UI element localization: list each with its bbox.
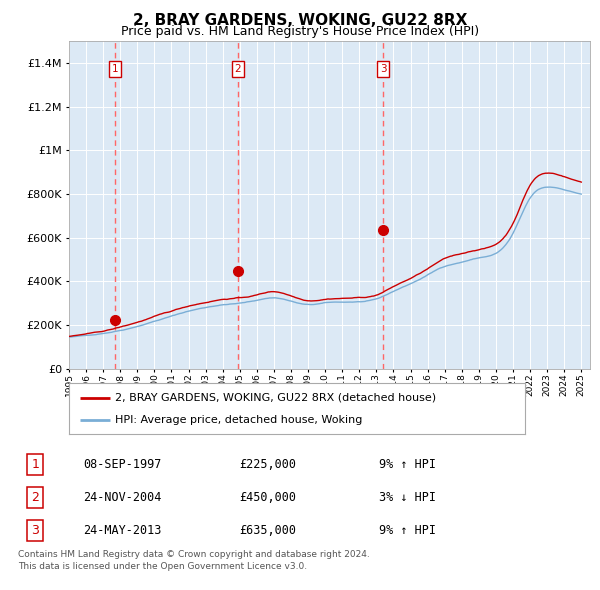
Text: Price paid vs. HM Land Registry's House Price Index (HPI): Price paid vs. HM Land Registry's House … [121, 25, 479, 38]
Text: 24-MAY-2013: 24-MAY-2013 [83, 523, 162, 537]
Text: 08-SEP-1997: 08-SEP-1997 [83, 457, 162, 471]
Text: 9% ↑ HPI: 9% ↑ HPI [379, 457, 436, 471]
Text: 2: 2 [235, 64, 241, 74]
Text: 24-NOV-2004: 24-NOV-2004 [83, 490, 162, 504]
Text: This data is licensed under the Open Government Licence v3.0.: This data is licensed under the Open Gov… [18, 562, 307, 571]
Text: £450,000: £450,000 [239, 490, 296, 504]
Text: 1: 1 [112, 64, 118, 74]
Text: 3: 3 [31, 523, 39, 537]
Text: 1: 1 [31, 457, 39, 471]
Text: 2: 2 [31, 490, 39, 504]
Text: 3: 3 [380, 64, 386, 74]
Text: 2, BRAY GARDENS, WOKING, GU22 8RX (detached house): 2, BRAY GARDENS, WOKING, GU22 8RX (detac… [115, 392, 436, 402]
Text: 9% ↑ HPI: 9% ↑ HPI [379, 523, 436, 537]
Text: £225,000: £225,000 [239, 457, 296, 471]
Text: 2, BRAY GARDENS, WOKING, GU22 8RX: 2, BRAY GARDENS, WOKING, GU22 8RX [133, 13, 467, 28]
Text: HPI: Average price, detached house, Woking: HPI: Average price, detached house, Woki… [115, 415, 362, 425]
Text: 3% ↓ HPI: 3% ↓ HPI [379, 490, 436, 504]
Text: £635,000: £635,000 [239, 523, 296, 537]
Text: Contains HM Land Registry data © Crown copyright and database right 2024.: Contains HM Land Registry data © Crown c… [18, 550, 370, 559]
